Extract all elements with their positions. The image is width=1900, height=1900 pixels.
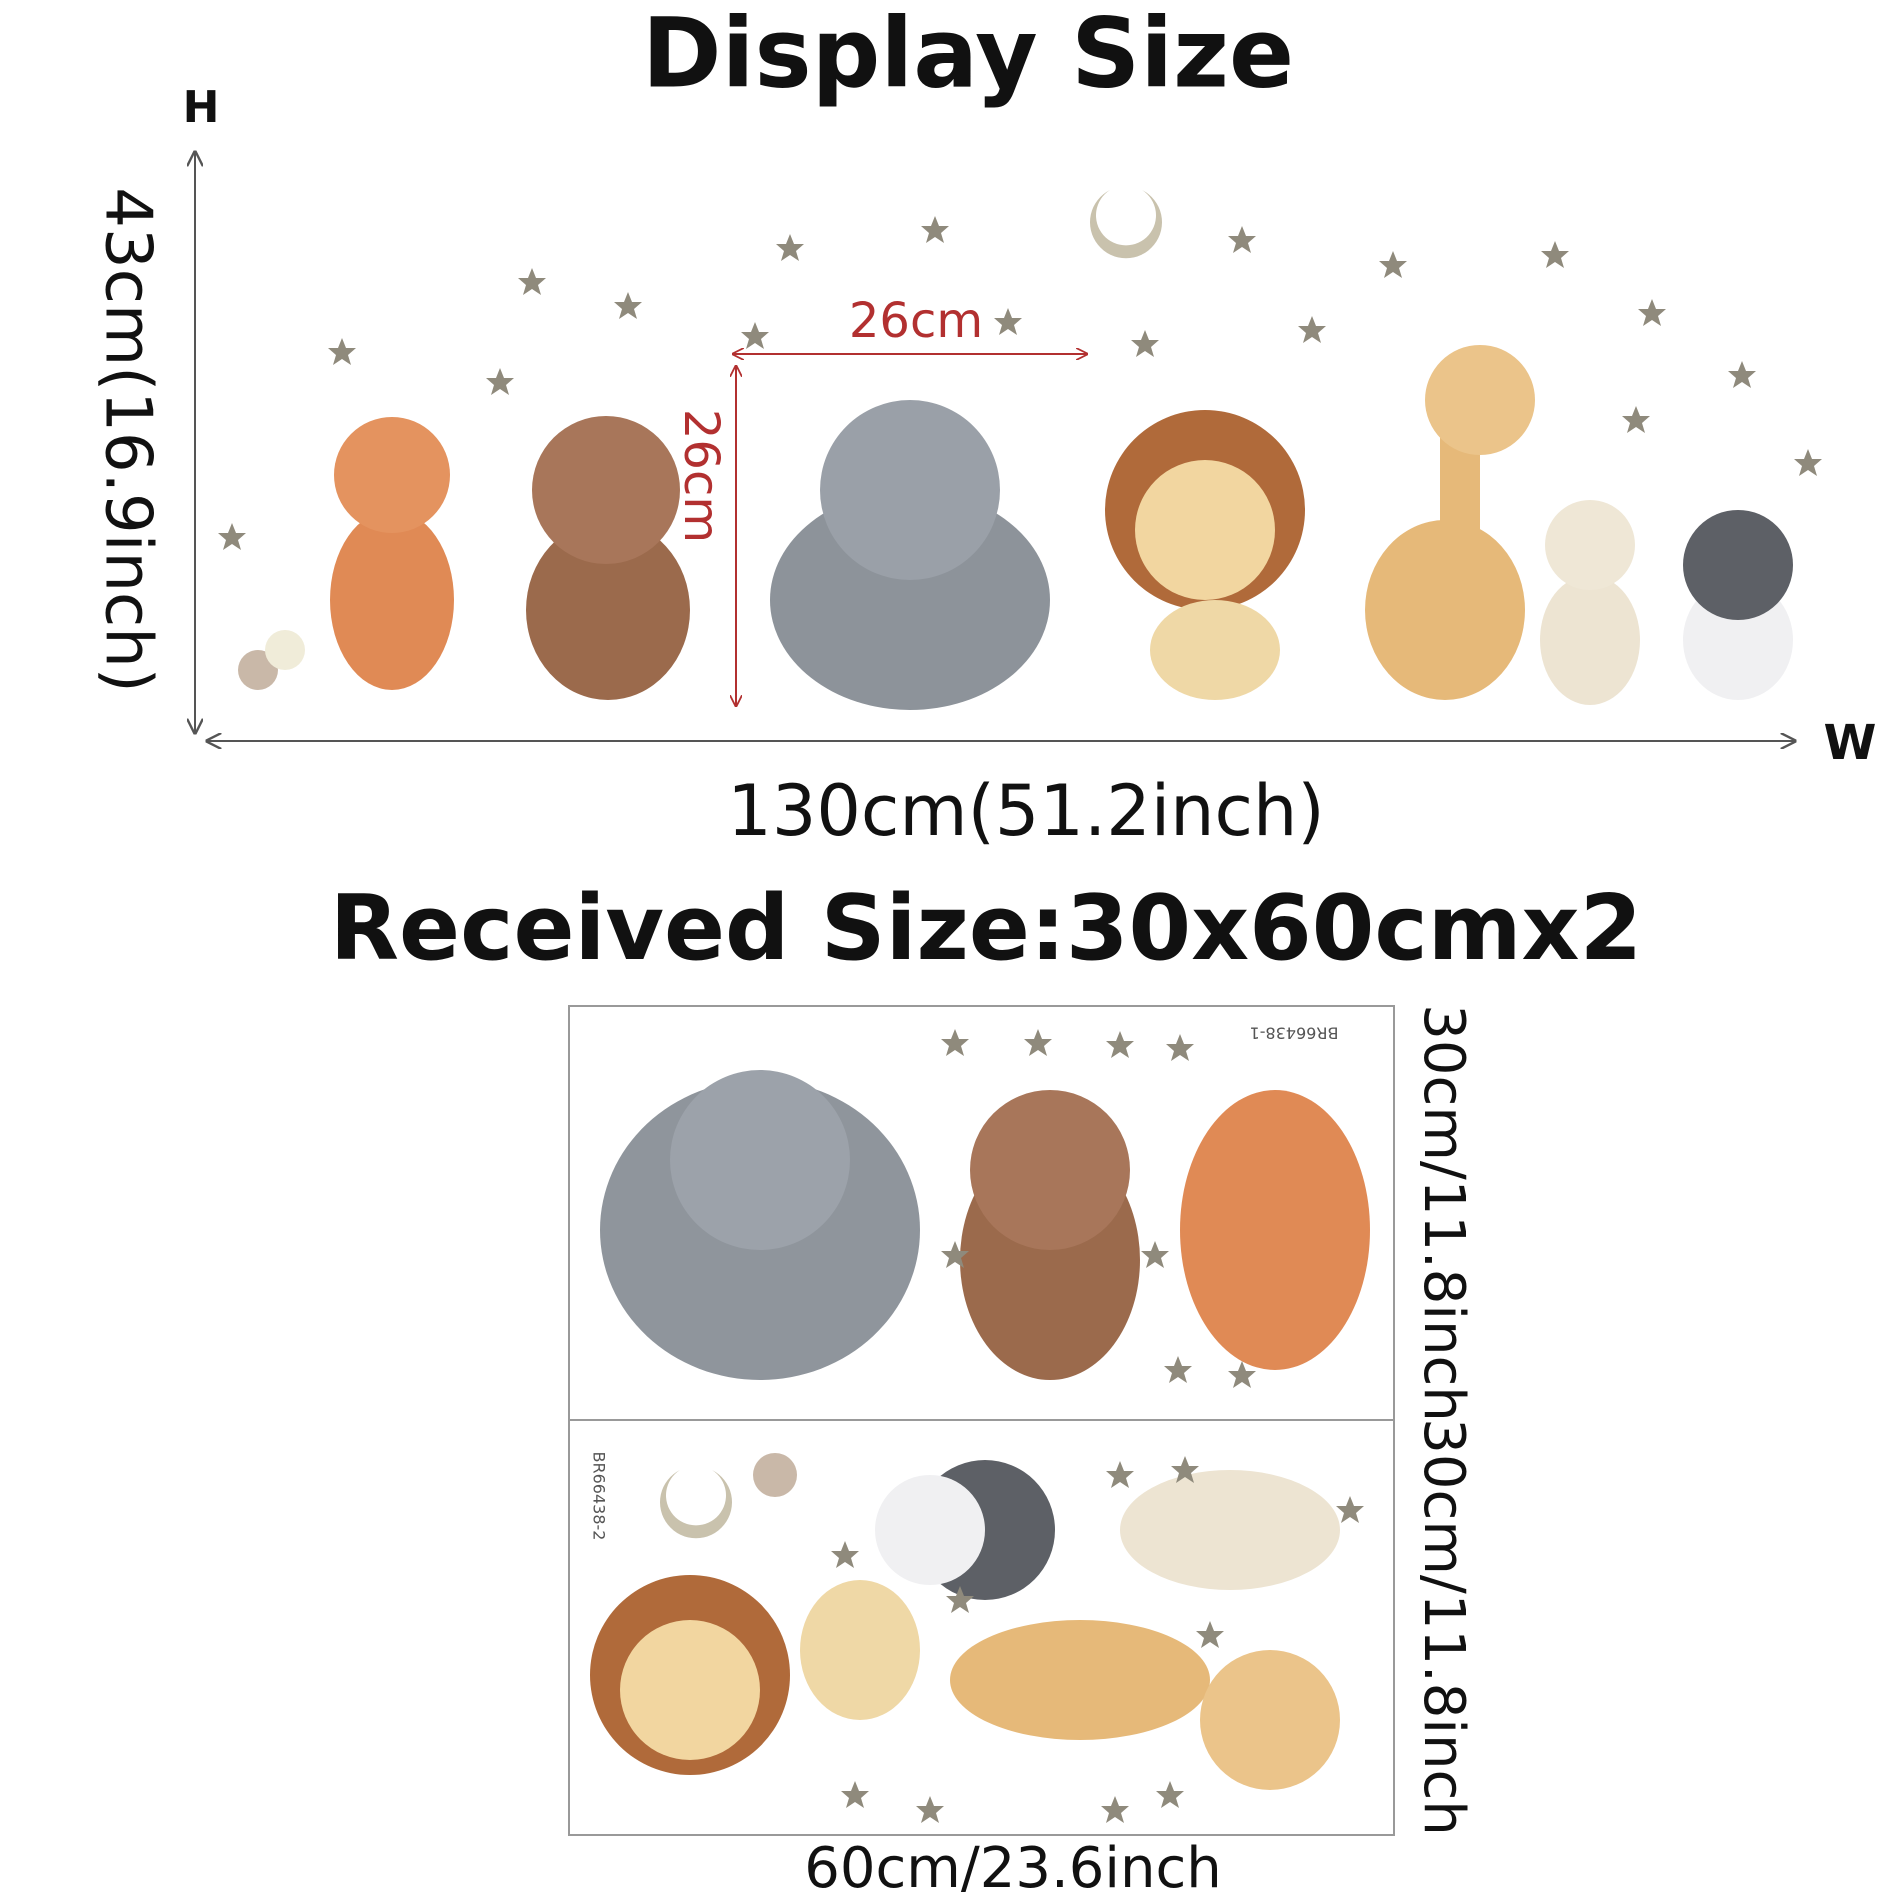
piece-width-label: 26cm: [849, 293, 983, 349]
sheet: [568, 1419, 1395, 1836]
height-axis: H: [183, 82, 220, 133]
sheet-height-label: 30cm/11.8inch: [1411, 1004, 1476, 1421]
sheet-code: BR66438-2: [590, 1452, 609, 1541]
sheet-code: BR66438-1: [1250, 1024, 1339, 1043]
title: Display Size: [642, 0, 1294, 109]
sheet-width-label: 60cm/23.6inch: [804, 1836, 1221, 1900]
width-label: 130cm(51.2inch): [727, 770, 1324, 852]
display-art: [218, 190, 1822, 710]
sheet-art: [590, 1029, 1370, 1823]
piece-height-label: 26cm: [673, 409, 729, 543]
width-axis: W: [1824, 715, 1877, 771]
sheet-height-label: 30cm/11.8inch: [1411, 1418, 1476, 1835]
received-title: Received Size:30x60cmx2: [330, 876, 1642, 981]
height-label: 43cm(16.9inch): [90, 187, 164, 693]
